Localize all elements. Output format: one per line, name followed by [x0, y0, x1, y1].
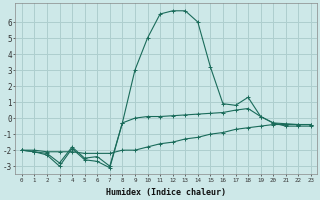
X-axis label: Humidex (Indice chaleur): Humidex (Indice chaleur)	[106, 188, 226, 197]
